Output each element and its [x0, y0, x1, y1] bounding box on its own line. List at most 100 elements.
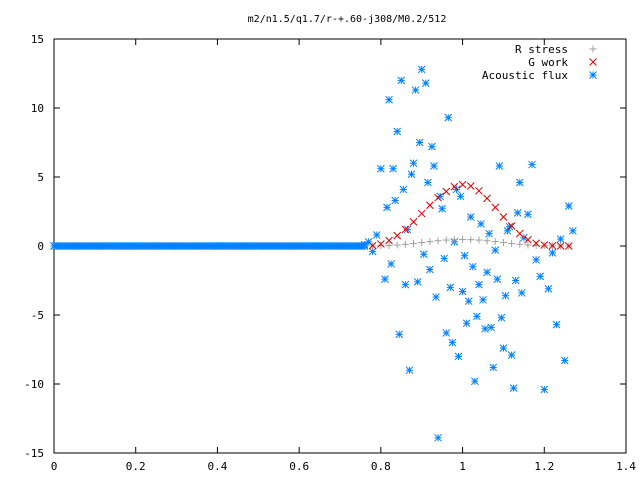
point	[417, 65, 426, 74]
point	[513, 209, 522, 217]
point	[499, 344, 508, 352]
point	[131, 242, 140, 250]
point	[372, 231, 381, 239]
point	[421, 79, 430, 88]
point	[458, 180, 467, 189]
point	[475, 186, 483, 195]
point	[564, 242, 573, 250]
point	[377, 164, 385, 173]
y-tick-label: 15	[31, 33, 44, 46]
point	[454, 352, 463, 361]
point	[507, 222, 516, 230]
point	[385, 95, 393, 104]
point	[213, 242, 222, 250]
point	[70, 242, 79, 250]
point	[295, 242, 303, 250]
point	[540, 385, 549, 394]
point	[460, 251, 469, 260]
point	[468, 262, 477, 271]
point	[417, 209, 426, 218]
point	[532, 255, 540, 264]
point	[401, 225, 410, 234]
x-tick-label: 0.4	[207, 460, 227, 473]
point	[495, 162, 504, 170]
point	[440, 254, 449, 263]
point	[528, 160, 536, 169]
point	[426, 201, 434, 210]
point	[532, 239, 540, 248]
point	[485, 229, 493, 238]
point	[234, 242, 242, 250]
point	[434, 237, 442, 245]
point	[540, 241, 549, 249]
point	[552, 320, 561, 329]
point	[434, 193, 442, 202]
y-tick-label: -5	[31, 309, 44, 322]
point	[428, 142, 436, 151]
point	[442, 187, 451, 196]
point	[393, 127, 402, 136]
point	[432, 293, 440, 301]
point	[393, 241, 401, 249]
x-tick-label: 0.2	[126, 460, 146, 473]
point	[487, 323, 496, 332]
point	[458, 287, 467, 296]
point	[524, 210, 532, 219]
point	[507, 351, 516, 359]
point	[393, 231, 402, 240]
point	[411, 86, 420, 94]
point	[377, 240, 385, 248]
point	[383, 203, 391, 212]
point	[509, 384, 518, 392]
point	[193, 242, 201, 250]
point	[548, 241, 557, 250]
point	[536, 272, 545, 281]
point	[91, 242, 99, 250]
legend-label: Acoustic flux	[482, 69, 568, 82]
point	[399, 185, 408, 194]
x-tick-label: 0.6	[289, 460, 309, 473]
point	[483, 268, 491, 277]
point	[426, 265, 434, 274]
point	[430, 162, 438, 170]
series-2	[50, 65, 577, 442]
point	[477, 220, 485, 228]
y-tick-label: -15	[24, 447, 44, 460]
point	[450, 182, 459, 191]
point	[569, 226, 577, 235]
y-tick-label: 0	[37, 240, 44, 253]
legend-marker	[589, 58, 597, 66]
point	[516, 240, 524, 248]
point	[499, 239, 507, 247]
point	[517, 289, 526, 297]
point	[442, 329, 451, 337]
acoustic-flux-baseline	[50, 242, 369, 250]
point	[434, 433, 442, 442]
point	[508, 240, 516, 248]
point	[467, 236, 475, 244]
point	[475, 236, 483, 244]
point	[405, 366, 414, 375]
point	[423, 178, 432, 187]
point	[415, 138, 424, 147]
point	[556, 242, 565, 250]
point	[389, 164, 397, 173]
point	[368, 241, 377, 250]
point	[564, 202, 573, 210]
point	[410, 240, 418, 248]
point	[560, 356, 569, 365]
legend-label: G work	[528, 56, 568, 69]
series-1	[368, 180, 573, 250]
point	[448, 338, 457, 347]
point	[556, 235, 565, 243]
point	[360, 240, 369, 249]
x-tick-label: 1.2	[534, 460, 554, 473]
y-tick-label: 5	[37, 171, 44, 184]
legend-label: R stress	[515, 43, 568, 56]
point	[111, 242, 120, 250]
point	[254, 242, 263, 250]
point	[426, 238, 434, 246]
point	[391, 196, 400, 205]
point	[489, 363, 498, 372]
point	[152, 242, 160, 250]
